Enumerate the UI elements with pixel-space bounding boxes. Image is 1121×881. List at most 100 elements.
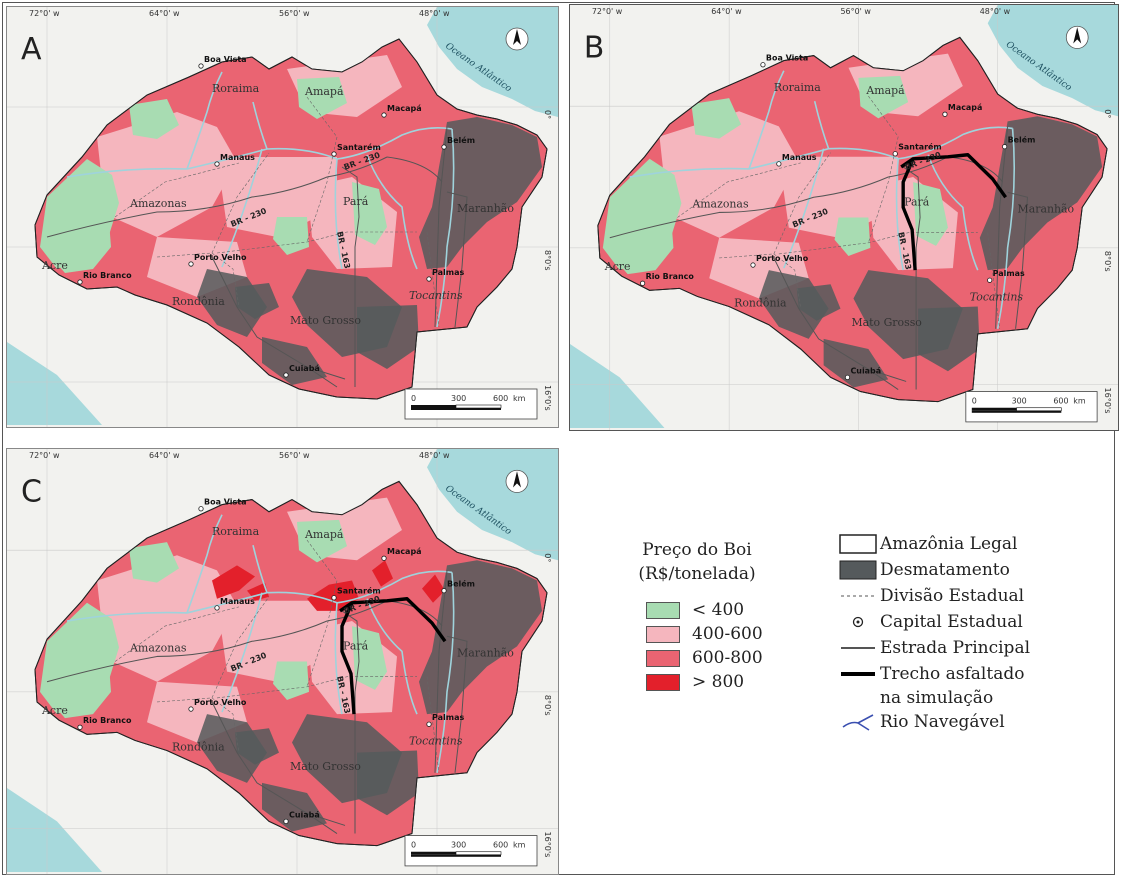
scale-label: 300: [451, 394, 466, 403]
legend-item-rio: Rio Navegável: [836, 710, 1106, 736]
map-panel-b: 72°0' w 64°0' w 56°0' w 48°0' w 0° 8°0's 16°0'…: [569, 4, 1119, 431]
river: [436, 572, 455, 773]
amazonia-legal-outline: [34, 480, 548, 847]
river: [813, 100, 830, 149]
river: [783, 148, 825, 269]
river: [436, 128, 455, 328]
city-label: Rio Branco: [83, 716, 132, 725]
map-panel-a: 72°0' w 64°0' w 56°0' w 48°0' w 0° 8°0's 16°0'…: [6, 6, 559, 428]
legend-label: Rio Navegável: [880, 712, 1005, 732]
city-label: Macapá: [387, 104, 422, 113]
capital-dot-icon: [426, 721, 432, 727]
symbol-legend: Amazônia Legal Desmatamento Divisão Esta…: [836, 532, 1106, 736]
price-zone-lt400: [273, 217, 309, 255]
river: [221, 148, 263, 268]
state-label: Maranhão: [457, 202, 514, 215]
main-road: [434, 570, 448, 773]
river: [252, 544, 268, 593]
legend-label: Divisão Estadual: [880, 586, 1025, 606]
capital-dot-icon: [188, 261, 194, 267]
price-zones: [40, 55, 542, 388]
scale-segment: [1016, 407, 1062, 412]
legend-label-line2: na simulação: [880, 688, 994, 708]
pacific-ocean: [7, 787, 102, 872]
river: [66, 127, 453, 178]
price-zone-lt400: [49, 217, 111, 273]
latitude-label: 16°0's: [543, 832, 552, 858]
city-label: Porto Velho: [194, 698, 247, 707]
state-border: [216, 676, 417, 699]
deforestation-area: [262, 337, 327, 385]
river: [895, 158, 904, 271]
state-label: Tocantins: [409, 734, 463, 747]
state-label: Pará: [343, 639, 369, 652]
main-road: [386, 156, 443, 183]
price-legend-item: 400-600: [646, 622, 792, 646]
scale-label: 0: [411, 394, 416, 403]
scale-bar: 0 300 600 km: [404, 388, 538, 420]
price-zone-gt800: [422, 574, 445, 603]
main-road: [434, 126, 448, 328]
city-label: Manaus: [220, 153, 255, 162]
city-label: Porto Velho: [756, 254, 809, 263]
state-label: Pará: [343, 195, 369, 208]
main-road: [341, 166, 360, 387]
capital-dot-icon: [198, 63, 204, 69]
latitude-label: 0°: [543, 553, 552, 562]
capital-dot-icon: [198, 506, 204, 512]
city-label: Santarém: [898, 142, 941, 152]
scale-bar: 0 300 600 km: [404, 835, 538, 867]
price-swatch-400-600: [646, 625, 680, 643]
scale-label: 600: [493, 841, 508, 850]
price-zone-lt400: [297, 77, 347, 119]
deforestation-area: [796, 284, 841, 321]
legend-label: Estrada Principal: [880, 638, 1031, 658]
price-zones: [602, 53, 1103, 390]
city-label: Palmas: [993, 269, 1025, 278]
capital-dot-icon: [283, 818, 289, 825]
state-border: [987, 232, 1000, 329]
scale-label: km: [1073, 397, 1086, 406]
price-swatch-gt800: [646, 673, 680, 691]
price-zone-lt400: [273, 661, 309, 700]
city-label: Palmas: [432, 713, 464, 722]
city-label: Boa Vista: [204, 498, 246, 507]
main-road: [868, 368, 907, 382]
amazonia-legal-outline: [34, 38, 548, 400]
latitude-label: 8°0's: [543, 695, 552, 716]
thick-line-icon: [836, 662, 880, 686]
price-legend: Preço do Boi (R$/tonelada) < 400 400-600…: [632, 538, 792, 694]
river: [66, 570, 453, 622]
price-label: > 800: [692, 672, 745, 692]
longitude-label: 72°0' w: [592, 7, 623, 16]
price-zone-lt400: [858, 75, 909, 119]
state-label: Acre: [41, 704, 68, 717]
main-road: [211, 256, 338, 388]
city-label: Palmas: [432, 268, 465, 277]
river: [334, 158, 343, 270]
outline-box-icon: [836, 532, 880, 556]
latitude-label: 8°0's: [543, 250, 552, 271]
longitude-label: 64°0' w: [149, 9, 180, 18]
state-label: Tocantins: [409, 289, 463, 302]
scale-label: 600: [493, 394, 508, 403]
scale-label: 0: [972, 397, 977, 406]
panel-letter: A: [21, 32, 42, 67]
state-border: [216, 231, 417, 254]
deforestation-area: [918, 306, 980, 372]
capital-dot-icon: [1002, 144, 1008, 150]
latitude-label: 0°: [543, 110, 552, 119]
main-road: [995, 126, 1009, 329]
capital-dot-icon: [987, 277, 993, 283]
deforestation-area: [262, 782, 327, 832]
price-legend-title-line2: (R$/tonelada): [638, 564, 756, 584]
city-label: Boa Vista: [766, 54, 808, 63]
main-road: [306, 812, 346, 826]
capital-dot-icon: [892, 151, 898, 157]
amazonia-legal-outline: [597, 36, 1108, 403]
city-label: Macapá: [387, 547, 422, 556]
capital-dot-icon: [331, 595, 337, 601]
city-label: Belém: [447, 135, 475, 145]
river-icon: [836, 710, 880, 734]
scale-bar-box: [404, 835, 538, 867]
